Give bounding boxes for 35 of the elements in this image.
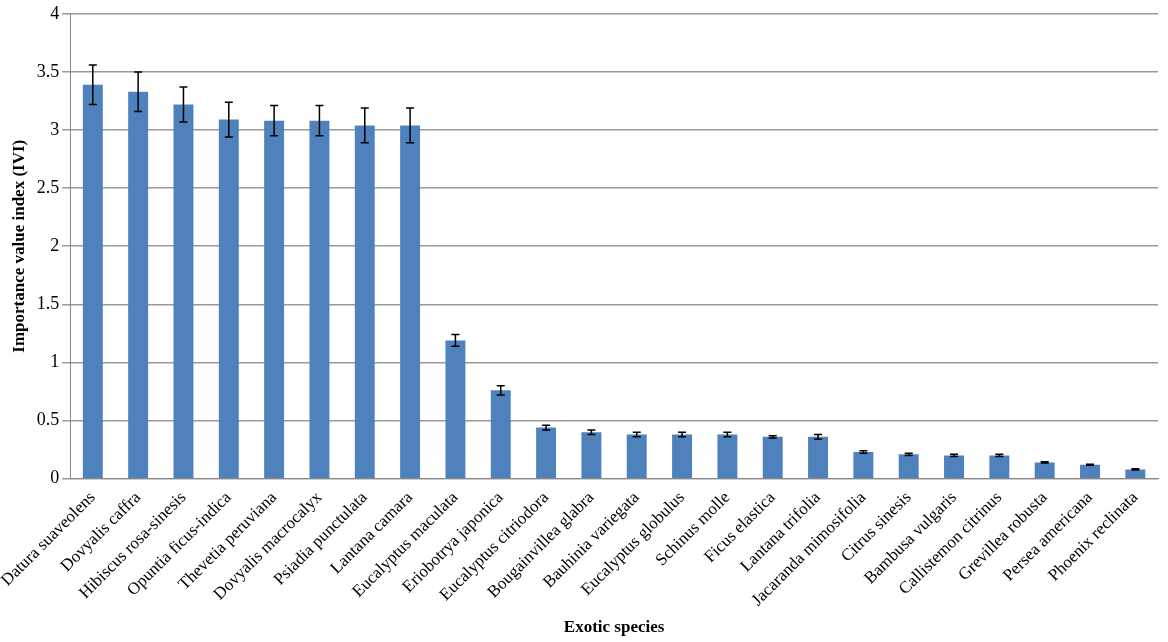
bar [536,427,557,478]
bar [264,120,285,478]
bar [1034,462,1055,478]
y-tick-label: 0 [50,467,60,488]
y-tick-label: 3.5 [36,60,60,81]
y-tick-label: 1 [50,351,60,372]
bar [1125,469,1146,478]
y-tick-label: 2 [50,234,60,255]
bar [173,104,194,478]
x-axis-title: Exotic species [563,617,665,637]
y-tick-label: 4 [50,2,60,23]
bar [490,390,511,478]
y-tick-label: 3 [50,118,60,139]
y-tick-label: 0.5 [36,409,60,430]
bar [581,432,602,478]
bar [1080,464,1100,478]
bar [944,455,964,478]
bar [309,120,330,478]
y-tick-label: 1.5 [36,293,60,314]
y-axis-title: Importance value index (IVI) [8,139,28,353]
bar [853,451,874,478]
bar [400,125,421,478]
bar [808,436,829,478]
bar [898,454,919,478]
bar [445,340,466,478]
bar [128,91,149,478]
bar [82,84,103,478]
bar [626,434,647,478]
bar [672,434,693,478]
bar [218,119,239,478]
bar [762,436,783,478]
bar [717,434,738,478]
y-tick-label: 2.5 [36,176,60,197]
bar [354,125,375,478]
bar [989,455,1010,478]
